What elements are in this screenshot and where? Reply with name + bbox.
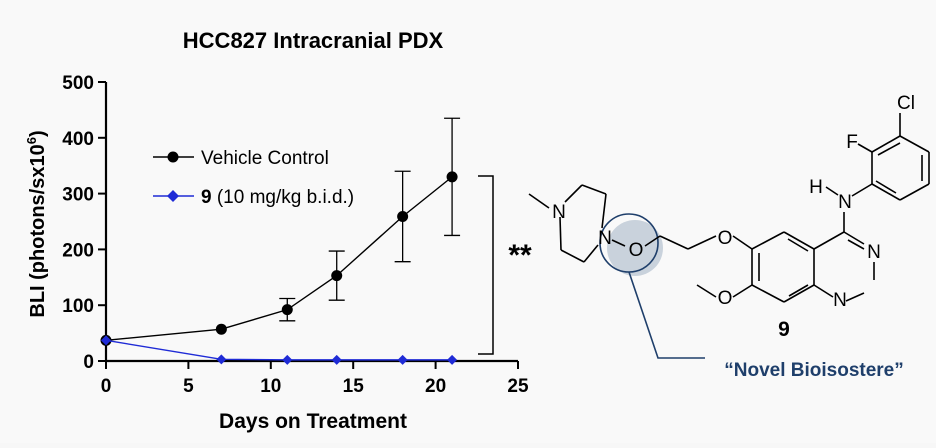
bond-q4 bbox=[783, 284, 815, 303]
y-tick-label: 100 bbox=[62, 296, 94, 317]
bond-ph6 bbox=[871, 183, 901, 201]
legend-label-compound: 9 (10 mg/kg b.i.d.) bbox=[201, 187, 354, 208]
significance-label: ** bbox=[508, 239, 532, 272]
x-axis-title: Days on Treatment bbox=[219, 410, 407, 433]
bond-ph2 bbox=[871, 135, 901, 153]
y-tick-label: 0 bbox=[83, 352, 94, 373]
chemical-structure bbox=[528, 113, 930, 359]
legend-label-compound-rest: (10 mg/kg b.i.d.) bbox=[212, 187, 355, 208]
x-tick-label: 0 bbox=[101, 376, 112, 397]
atom-n-quinazoline-2: N bbox=[833, 290, 847, 311]
x-tick-label: 20 bbox=[425, 376, 446, 397]
bond-ch2-o bbox=[687, 235, 717, 250]
bond-q7 bbox=[813, 231, 845, 250]
bond-pip-d bbox=[583, 244, 599, 263]
bond-nh-ph bbox=[851, 183, 873, 197]
y-axis-title: BLI (photons/sx106) bbox=[24, 130, 49, 317]
bond-q5 bbox=[751, 284, 785, 303]
y-tick-label: 200 bbox=[62, 240, 94, 261]
x-tick-label: 15 bbox=[343, 376, 365, 397]
data-point bbox=[446, 171, 458, 183]
atom-h: H bbox=[809, 177, 823, 198]
x-tick-label: 5 bbox=[183, 376, 194, 397]
bond-methyl bbox=[528, 193, 550, 209]
bond-o2-me bbox=[696, 284, 717, 298]
bond-ph-f bbox=[857, 143, 873, 153]
atom-f: F bbox=[846, 132, 858, 153]
y-axis-title-group: BLI (photons/sx106) bbox=[24, 130, 49, 317]
legend-marker-vehicle bbox=[167, 151, 179, 163]
bond-o-ring bbox=[732, 235, 753, 250]
bond-q10 bbox=[845, 292, 865, 302]
series-line-0 bbox=[105, 176, 453, 342]
y-axis-title-close: ) bbox=[27, 130, 49, 137]
bond-q2-double bbox=[787, 238, 809, 252]
bond-o-ch2 bbox=[644, 235, 661, 247]
y-tick-label: 500 bbox=[62, 73, 94, 94]
atom-n-aniline: N bbox=[838, 192, 852, 213]
bond-q2 bbox=[783, 231, 815, 250]
y-axis-title-main: BLI (photons/sx10 bbox=[27, 144, 49, 317]
y-tick-label: 300 bbox=[62, 185, 94, 206]
bond-ph2-double bbox=[877, 142, 901, 156]
data-point bbox=[447, 354, 458, 365]
y-tick-label: 400 bbox=[62, 129, 94, 150]
bond-pip-b bbox=[581, 184, 607, 195]
atom-labels: N N O O O N N N H F Cl bbox=[552, 93, 915, 311]
bond-q4-double bbox=[788, 284, 809, 297]
legend: Vehicle Control 9 (10 mg/kg b.i.d.) bbox=[153, 148, 354, 208]
data-point bbox=[397, 354, 408, 365]
data-point bbox=[331, 354, 342, 365]
bond-q8 bbox=[843, 231, 865, 245]
bond-n-o bbox=[611, 239, 626, 247]
chart-axes bbox=[104, 82, 518, 363]
bond-q11 bbox=[813, 284, 834, 298]
legend-label-vehicle: Vehicle Control bbox=[201, 148, 329, 169]
bond-pip-f bbox=[559, 216, 562, 251]
data-point bbox=[216, 354, 227, 365]
bond-pip-c bbox=[601, 193, 607, 229]
atom-o-linker: O bbox=[629, 240, 644, 261]
bond-ph3 bbox=[899, 135, 930, 153]
y-axis-title-sup: 6 bbox=[24, 137, 39, 144]
data-point bbox=[215, 323, 227, 335]
atom-n-piperazine-1: N bbox=[552, 202, 566, 223]
atom-o-methoxy: O bbox=[718, 288, 733, 309]
x-tick-label: 25 bbox=[507, 376, 529, 397]
significance-bracket bbox=[478, 175, 494, 355]
legend-marker-compound bbox=[167, 190, 179, 202]
plot-area bbox=[100, 117, 461, 365]
bond-q1 bbox=[751, 231, 785, 250]
data-point bbox=[331, 270, 343, 282]
bond-h-n bbox=[825, 186, 839, 196]
x-tick-label: 10 bbox=[260, 376, 281, 397]
bond-pip-e bbox=[560, 249, 585, 263]
series-line-1 bbox=[105, 339, 453, 361]
bond-q8-double bbox=[847, 239, 865, 250]
bond-pip-a bbox=[564, 184, 583, 203]
data-point bbox=[397, 210, 409, 222]
data-point bbox=[282, 354, 293, 365]
axis-ticks: 0 100 200 300 400 500 0 5 10 15 20 25 bbox=[62, 73, 529, 397]
atom-n-piperazine-2: N bbox=[598, 228, 612, 249]
callout-label: “Novel Bioisostere” bbox=[724, 360, 904, 381]
data-point bbox=[101, 335, 111, 346]
chart-title: HCC827 Intracranial PDX bbox=[183, 28, 444, 53]
bond-ph6-double bbox=[875, 180, 897, 194]
callout-leader bbox=[628, 271, 705, 359]
data-point bbox=[281, 304, 293, 316]
bond-ch2-ch2 bbox=[659, 235, 689, 250]
legend-label-compound-bold: 9 bbox=[201, 187, 212, 208]
bond-ph5 bbox=[899, 183, 930, 201]
callout-highlight bbox=[607, 220, 663, 276]
bond-ring-o2 bbox=[732, 284, 753, 298]
atom-n-quinazoline-1: N bbox=[867, 242, 881, 263]
atom-o-ether: O bbox=[718, 228, 733, 249]
atom-cl: Cl bbox=[897, 93, 915, 114]
compound-number: 9 bbox=[778, 318, 790, 341]
